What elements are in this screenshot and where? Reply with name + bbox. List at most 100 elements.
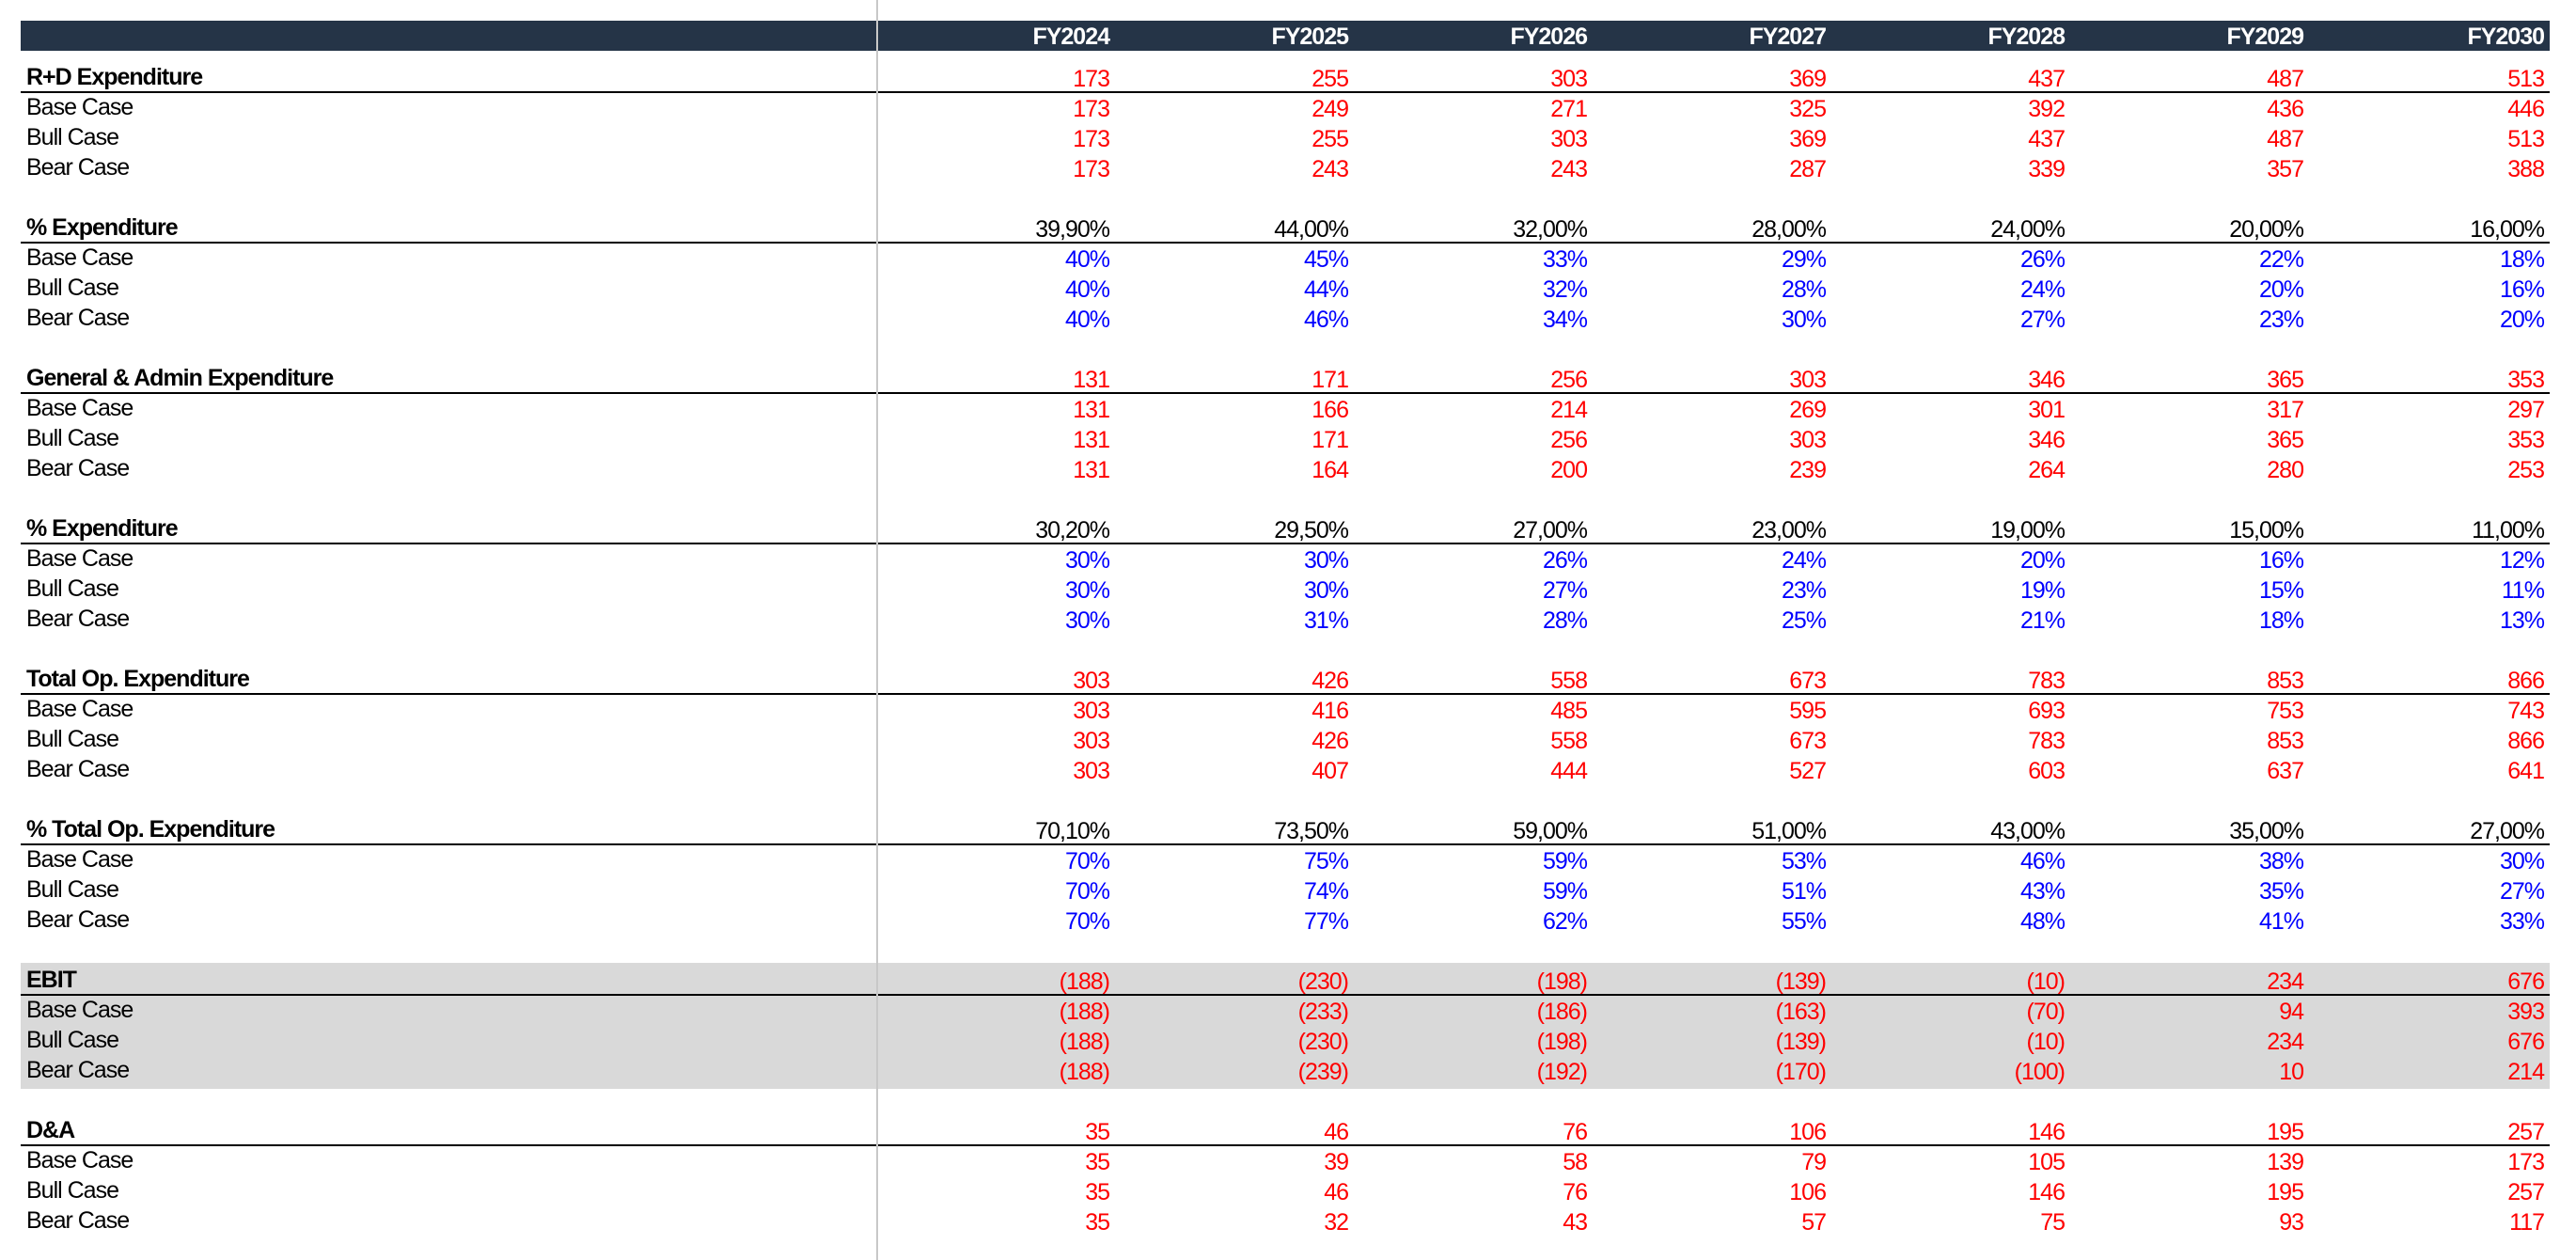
case-label[interactable]: Bear Case <box>26 906 130 933</box>
section-total-cell[interactable]: 27,00% <box>1513 517 1588 543</box>
section-total-cell[interactable]: 513 <box>2507 66 2545 92</box>
case-value-cell[interactable]: 22% <box>2258 246 2304 273</box>
section-total-cell[interactable]: 866 <box>2507 668 2545 694</box>
case-value-cell[interactable]: 173 <box>1073 96 1110 122</box>
case-value-cell[interactable]: (188) <box>1059 1029 1110 1055</box>
case-value-cell[interactable]: 297 <box>2507 397 2545 423</box>
case-value-cell[interactable]: 392 <box>2028 96 2066 122</box>
case-value-cell[interactable]: 131 <box>1073 457 1110 483</box>
section-total-cell[interactable]: 365 <box>2267 367 2304 393</box>
case-value-cell[interactable]: 753 <box>2267 698 2304 724</box>
case-value-cell[interactable]: 214 <box>2507 1059 2545 1085</box>
case-value-cell[interactable]: 94 <box>2279 999 2304 1025</box>
section-total-cell[interactable]: 256 <box>1550 367 1588 393</box>
case-value-cell[interactable]: 173 <box>1073 156 1110 182</box>
section-total-cell[interactable]: 303 <box>1550 66 1588 92</box>
case-value-cell[interactable]: 287 <box>1789 156 1827 182</box>
case-value-cell[interactable]: 30% <box>1781 307 1827 333</box>
case-value-cell[interactable]: 32 <box>1324 1209 1349 1236</box>
case-value-cell[interactable]: 303 <box>1789 427 1827 453</box>
case-value-cell[interactable]: 106 <box>1789 1179 1827 1205</box>
section-title[interactable]: D&A <box>26 1117 75 1143</box>
case-value-cell[interactable]: (100) <box>2014 1059 2066 1085</box>
case-value-cell[interactable]: 58 <box>1563 1149 1588 1175</box>
case-value-cell[interactable]: 55% <box>1781 908 1827 935</box>
case-value-cell[interactable]: 743 <box>2507 698 2545 724</box>
case-value-cell[interactable]: 24% <box>1781 547 1827 574</box>
case-value-cell[interactable]: 444 <box>1550 758 1588 784</box>
case-value-cell[interactable]: 693 <box>2028 698 2066 724</box>
case-value-cell[interactable]: 195 <box>2267 1179 2304 1205</box>
case-value-cell[interactable]: 369 <box>1789 126 1827 152</box>
case-value-cell[interactable]: 59% <box>1542 848 1588 874</box>
section-total-cell[interactable]: 673 <box>1789 668 1827 694</box>
section-total-cell[interactable]: (230) <box>1297 969 1349 995</box>
section-total-cell[interactable]: 11,00% <box>2472 517 2545 543</box>
case-value-cell[interactable]: 35 <box>1085 1179 1110 1205</box>
case-value-cell[interactable]: 388 <box>2507 156 2545 182</box>
case-label[interactable]: Bear Case <box>26 756 130 782</box>
case-value-cell[interactable]: 75 <box>2040 1209 2066 1236</box>
case-label[interactable]: Bear Case <box>26 305 130 331</box>
case-value-cell[interactable]: 38% <box>2258 848 2304 874</box>
section-total-cell[interactable]: 28,00% <box>1751 216 1827 243</box>
section-total-cell[interactable]: 43,00% <box>1990 818 2066 844</box>
section-total-cell[interactable]: 16,00% <box>2470 216 2545 243</box>
case-value-cell[interactable]: 16% <box>2258 547 2304 574</box>
section-total-cell[interactable]: 195 <box>2267 1119 2304 1145</box>
section-total-cell[interactable]: 19,00% <box>1990 517 2066 543</box>
case-value-cell[interactable]: 353 <box>2507 427 2545 453</box>
section-total-cell[interactable]: 131 <box>1073 367 1110 393</box>
case-value-cell[interactable]: (230) <box>1297 1029 1349 1055</box>
case-value-cell[interactable]: 637 <box>2267 758 2304 784</box>
section-total-cell[interactable]: 369 <box>1789 66 1827 92</box>
section-total-cell[interactable]: 853 <box>2267 668 2304 694</box>
case-value-cell[interactable]: 35 <box>1085 1209 1110 1236</box>
section-total-cell[interactable]: 35 <box>1085 1119 1110 1145</box>
case-value-cell[interactable]: (188) <box>1059 1059 1110 1085</box>
section-total-cell[interactable]: 437 <box>2028 66 2066 92</box>
case-value-cell[interactable]: 18% <box>2499 246 2545 273</box>
section-total-cell[interactable]: 303 <box>1073 668 1110 694</box>
case-value-cell[interactable]: 255 <box>1312 126 1349 152</box>
case-label[interactable]: Base Case <box>26 94 134 120</box>
case-value-cell[interactable]: 30% <box>1303 547 1349 574</box>
case-value-cell[interactable]: 257 <box>2507 1179 2545 1205</box>
case-label[interactable]: Bear Case <box>26 1207 130 1234</box>
year-header-fy2027[interactable]: FY2027 <box>1749 24 1827 50</box>
section-total-cell[interactable]: 426 <box>1312 668 1349 694</box>
case-value-cell[interactable]: 79 <box>1801 1149 1827 1175</box>
case-value-cell[interactable]: 513 <box>2507 126 2545 152</box>
case-value-cell[interactable]: 40% <box>1064 307 1110 333</box>
case-value-cell[interactable]: 139 <box>2267 1149 2304 1175</box>
case-value-cell[interactable]: (139) <box>1775 1029 1827 1055</box>
year-header-fy2029[interactable]: FY2029 <box>2226 24 2304 50</box>
case-value-cell[interactable]: 33% <box>1542 246 1588 273</box>
section-total-cell[interactable]: 30,20% <box>1035 517 1110 543</box>
case-value-cell[interactable]: 146 <box>2028 1179 2066 1205</box>
case-value-cell[interactable]: 46% <box>1303 307 1349 333</box>
case-value-cell[interactable]: 234 <box>2267 1029 2304 1055</box>
case-value-cell[interactable]: 407 <box>1312 758 1349 784</box>
case-value-cell[interactable]: 436 <box>2267 96 2304 122</box>
case-value-cell[interactable]: 27% <box>1542 577 1588 604</box>
year-header-fy2024[interactable]: FY2024 <box>1032 24 1110 50</box>
case-value-cell[interactable]: 105 <box>2028 1149 2066 1175</box>
case-value-cell[interactable]: (70) <box>2026 999 2066 1025</box>
case-value-cell[interactable]: 13% <box>2499 607 2545 634</box>
case-value-cell[interactable]: 26% <box>1542 547 1588 574</box>
case-value-cell[interactable]: 16% <box>2499 276 2545 303</box>
section-total-cell[interactable]: 35,00% <box>2229 818 2304 844</box>
case-value-cell[interactable]: 264 <box>2028 457 2066 483</box>
case-label[interactable]: Base Case <box>26 244 134 271</box>
section-total-cell[interactable]: 70,10% <box>1035 818 1110 844</box>
case-value-cell[interactable]: 416 <box>1312 698 1349 724</box>
case-value-cell[interactable]: 271 <box>1550 96 1588 122</box>
case-value-cell[interactable]: 59% <box>1542 878 1588 905</box>
case-value-cell[interactable]: 558 <box>1550 728 1588 754</box>
case-value-cell[interactable]: (188) <box>1059 999 1110 1025</box>
section-total-cell[interactable]: 346 <box>2028 367 2066 393</box>
case-value-cell[interactable]: 357 <box>2267 156 2304 182</box>
case-value-cell[interactable]: 164 <box>1312 457 1349 483</box>
case-value-cell[interactable]: 76 <box>1563 1179 1588 1205</box>
